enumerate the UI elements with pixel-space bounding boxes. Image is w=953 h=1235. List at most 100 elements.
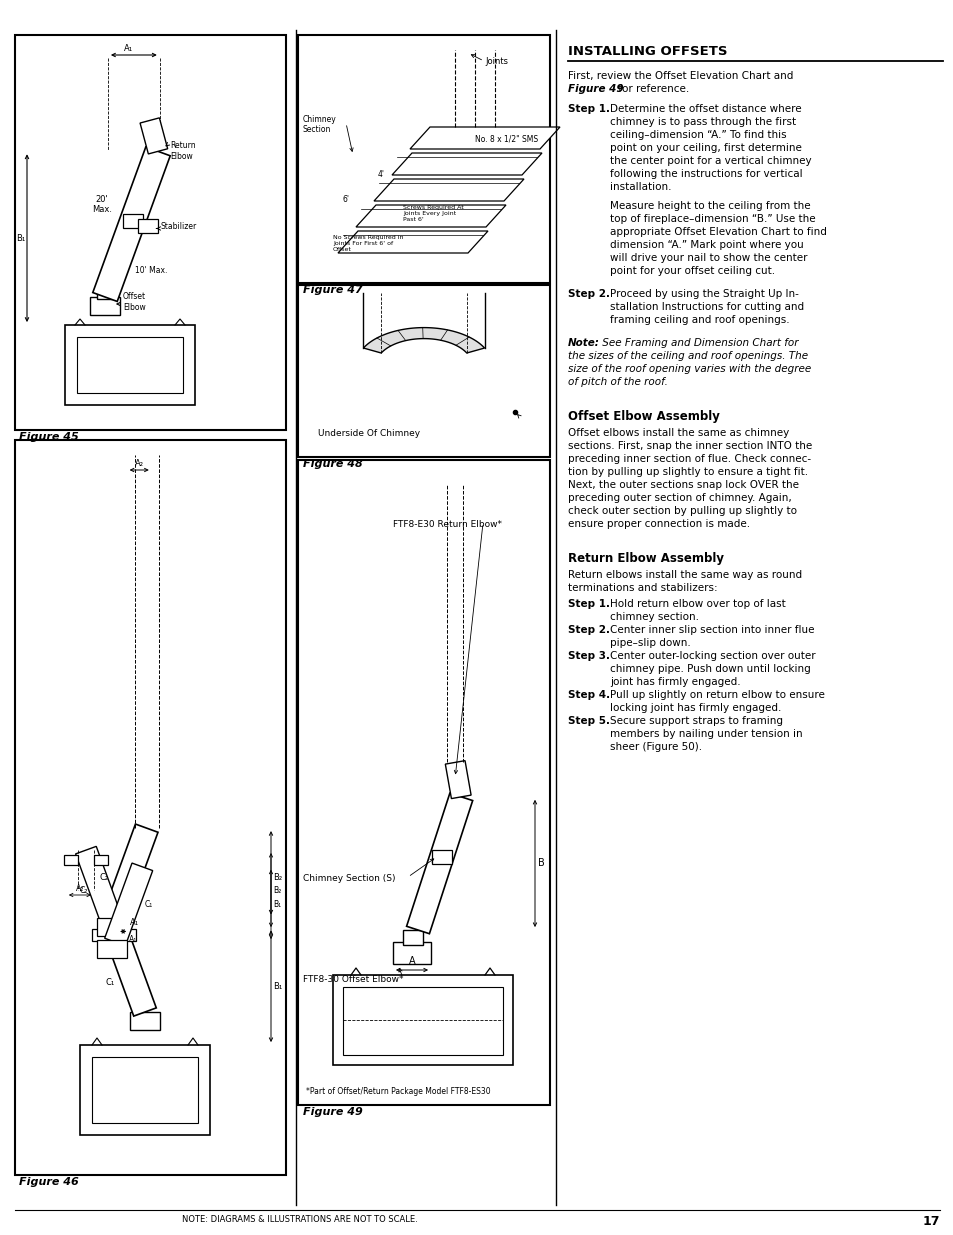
Text: 20'
Max.: 20' Max. xyxy=(91,195,112,215)
Text: point on your ceiling, first determine: point on your ceiling, first determine xyxy=(609,143,801,153)
Polygon shape xyxy=(363,327,484,353)
Text: check outer section by pulling up slightly to: check outer section by pulling up slight… xyxy=(567,506,796,516)
Text: Step 2.: Step 2. xyxy=(567,289,609,299)
Text: Secure support straps to framing: Secure support straps to framing xyxy=(609,716,782,726)
Text: point for your offset ceiling cut.: point for your offset ceiling cut. xyxy=(609,266,774,275)
Text: will drive your nail to show the center: will drive your nail to show the center xyxy=(609,253,806,263)
Bar xyxy=(91,1057,198,1123)
Bar xyxy=(97,940,127,958)
Text: terminations and stabilizers:: terminations and stabilizers: xyxy=(567,583,717,593)
Text: C₁: C₁ xyxy=(105,978,114,987)
Text: Step 5.: Step 5. xyxy=(567,716,609,726)
Text: FTF8-30 Offset Elbow*: FTF8-30 Offset Elbow* xyxy=(303,974,403,984)
Text: A₁: A₁ xyxy=(129,935,137,945)
Text: installation.: installation. xyxy=(609,182,671,191)
Text: A₁: A₁ xyxy=(124,44,133,53)
Text: Pull up slightly on return elbow to ensure: Pull up slightly on return elbow to ensu… xyxy=(609,690,824,700)
Text: Figure 49: Figure 49 xyxy=(567,84,623,94)
Polygon shape xyxy=(406,793,472,934)
Bar xyxy=(120,930,136,941)
Text: B₁: B₁ xyxy=(16,233,25,242)
Text: the center point for a vertical chimney: the center point for a vertical chimney xyxy=(609,156,811,165)
Text: ensure proper connection is made.: ensure proper connection is made. xyxy=(567,519,749,529)
Text: A: A xyxy=(408,956,415,966)
Bar xyxy=(393,942,431,965)
Text: Step 1.: Step 1. xyxy=(567,599,609,609)
Bar xyxy=(122,214,142,228)
Bar xyxy=(333,974,513,1065)
Text: pipe–slip down.: pipe–slip down. xyxy=(609,638,690,648)
Text: following the instructions for vertical: following the instructions for vertical xyxy=(609,169,801,179)
Text: Center inner slip section into inner flue: Center inner slip section into inner flu… xyxy=(609,625,814,635)
Polygon shape xyxy=(445,761,471,799)
Text: Chimney Section (S): Chimney Section (S) xyxy=(303,874,395,883)
Text: B: B xyxy=(537,858,544,868)
Text: Offset elbows install the same as chimney: Offset elbows install the same as chimne… xyxy=(567,429,788,438)
Text: stallation Instructions for cutting and: stallation Instructions for cutting and xyxy=(609,303,803,312)
Text: See Framing and Dimension Chart for: See Framing and Dimension Chart for xyxy=(598,338,798,348)
Text: Return
Elbow: Return Elbow xyxy=(170,141,195,161)
Text: B₂: B₂ xyxy=(273,885,281,894)
Bar xyxy=(297,285,550,457)
Bar xyxy=(93,855,108,866)
Text: chimney pipe. Push down until locking: chimney pipe. Push down until locking xyxy=(609,664,810,674)
Text: Stabilizer: Stabilizer xyxy=(160,222,196,231)
Text: A₂: A₂ xyxy=(75,884,84,893)
Text: sections. First, snap the inner section INTO the: sections. First, snap the inner section … xyxy=(567,441,811,451)
Text: Figure 48: Figure 48 xyxy=(303,459,362,469)
Text: Joints: Joints xyxy=(484,57,507,65)
Text: size of the roof opening varies with the degree: size of the roof opening varies with the… xyxy=(567,364,810,374)
Text: of pitch of the roof.: of pitch of the roof. xyxy=(567,377,667,387)
Text: A₁: A₁ xyxy=(130,918,139,927)
Text: Figure 45: Figure 45 xyxy=(19,432,79,442)
Text: preceding outer section of chimney. Again,: preceding outer section of chimney. Agai… xyxy=(567,493,791,503)
Text: Underside Of Chimney: Underside Of Chimney xyxy=(317,429,419,438)
Text: Step 4.: Step 4. xyxy=(567,690,610,700)
Text: Offset Elbow Assembly: Offset Elbow Assembly xyxy=(567,410,720,424)
Text: A₂: A₂ xyxy=(134,459,144,468)
Bar xyxy=(297,459,550,1105)
Text: Center outer-locking section over outer: Center outer-locking section over outer xyxy=(609,651,815,661)
Polygon shape xyxy=(355,205,505,227)
Text: Return elbows install the same way as round: Return elbows install the same way as ro… xyxy=(567,571,801,580)
Bar xyxy=(432,850,452,863)
Text: Figure 47: Figure 47 xyxy=(303,285,362,295)
Text: Hold return elbow over top of last: Hold return elbow over top of last xyxy=(609,599,785,609)
Text: First, review the Offset Elevation Chart and: First, review the Offset Elevation Chart… xyxy=(567,70,793,82)
Text: Figure 46: Figure 46 xyxy=(19,1177,79,1187)
Bar xyxy=(65,325,194,405)
Bar xyxy=(90,296,120,315)
Polygon shape xyxy=(337,231,488,253)
Text: FTF8-E30 Return Elbow*: FTF8-E30 Return Elbow* xyxy=(393,520,501,529)
Text: No. 8 x 1/2" SMS: No. 8 x 1/2" SMS xyxy=(475,135,537,144)
Text: Step 1.: Step 1. xyxy=(567,104,609,114)
Text: Proceed by using the Straight Up In-: Proceed by using the Straight Up In- xyxy=(609,289,798,299)
Text: Return Elbow Assembly: Return Elbow Assembly xyxy=(567,552,723,564)
Text: 17: 17 xyxy=(922,1215,939,1228)
Bar xyxy=(343,987,502,1055)
Text: tion by pulling up slightly to ensure a tight fit.: tion by pulling up slightly to ensure a … xyxy=(567,467,807,477)
Bar xyxy=(297,35,550,283)
Polygon shape xyxy=(92,147,170,301)
Bar xyxy=(97,918,127,936)
Text: INSTALLING OFFSETS: INSTALLING OFFSETS xyxy=(567,44,727,58)
Text: Step 2.: Step 2. xyxy=(567,625,609,635)
Text: C₁: C₁ xyxy=(145,900,153,909)
Bar xyxy=(402,930,422,945)
Bar xyxy=(92,930,108,941)
Text: framing ceiling and roof openings.: framing ceiling and roof openings. xyxy=(609,315,789,325)
Text: chimney section.: chimney section. xyxy=(609,613,699,622)
Text: Step 3.: Step 3. xyxy=(567,651,609,661)
Text: No Screws Required in
Joints For First 6' of
Offset: No Screws Required in Joints For First 6… xyxy=(333,235,403,252)
Text: C₂: C₂ xyxy=(99,873,109,882)
Polygon shape xyxy=(103,924,156,1016)
Text: chimney is to pass through the first: chimney is to pass through the first xyxy=(609,117,796,127)
Text: dimension “A.” Mark point where you: dimension “A.” Mark point where you xyxy=(609,240,803,249)
Text: preceding inner section of flue. Check connec-: preceding inner section of flue. Check c… xyxy=(567,454,810,464)
Text: 6': 6' xyxy=(343,195,350,204)
Polygon shape xyxy=(392,153,541,175)
Text: appropriate Offset Elevation Chart to find: appropriate Offset Elevation Chart to fi… xyxy=(609,227,826,237)
Bar xyxy=(77,337,183,393)
Text: top of fireplace–dimension “B.” Use the: top of fireplace–dimension “B.” Use the xyxy=(609,214,815,224)
Bar xyxy=(99,918,129,935)
